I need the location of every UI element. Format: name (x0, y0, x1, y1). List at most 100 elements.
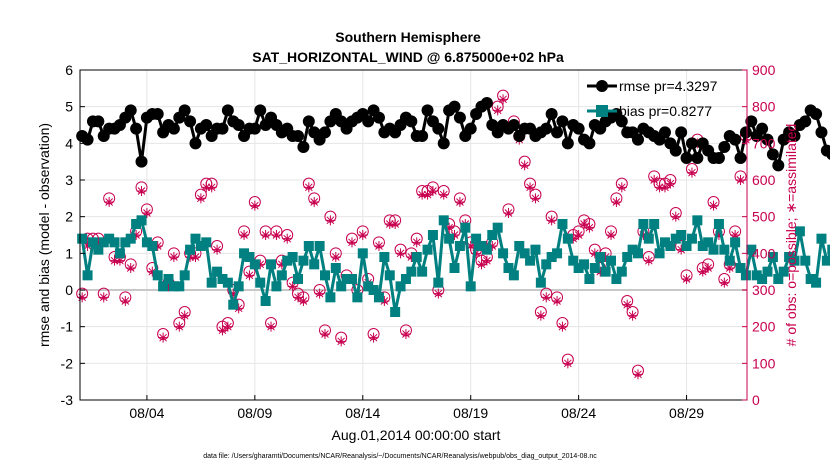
bias-point (363, 281, 374, 292)
obs-assimilated-point (503, 208, 514, 218)
data-file-footnote: data file: /Users/gharamti/Documents/NCA… (203, 453, 597, 460)
rmse-point (675, 126, 688, 139)
bias-point (622, 252, 633, 262)
legend-bias-label: bias pr=0.8277 (619, 103, 712, 119)
obs-assimilated-point (697, 266, 708, 277)
bias-point (784, 252, 795, 262)
obs-assimilated-point (104, 197, 115, 207)
bias-point (379, 252, 390, 262)
obs-assimilated-point (158, 332, 169, 343)
rmse-point (437, 137, 450, 150)
obs-assimilated-point (498, 94, 509, 105)
obs-assimilated-point (314, 288, 325, 299)
bias-point (77, 233, 88, 244)
bias-point (616, 266, 627, 277)
bias-point (805, 274, 816, 284)
obs-assimilated-point (125, 263, 136, 273)
obs-assimilated-point (82, 241, 93, 251)
bias-point (800, 255, 811, 266)
bias-point (136, 215, 147, 226)
bias-point (568, 255, 579, 266)
rmse-point (691, 152, 704, 164)
rmse-point (178, 104, 191, 117)
obs-assimilated-point (206, 182, 217, 193)
bias-point (606, 255, 617, 266)
obs-assimilated-point (573, 230, 584, 240)
obs-assimilated-point (659, 182, 670, 193)
bias-point (546, 252, 557, 262)
bias-point (287, 252, 298, 262)
obs-assimilated-point (357, 230, 368, 240)
rmse-point (669, 144, 682, 157)
bias-point (233, 281, 244, 292)
obs-assimilated-point (454, 197, 465, 207)
rmse-point (135, 155, 148, 168)
obs-assimilated-point (400, 329, 411, 339)
rmse-point (453, 111, 466, 124)
x-axis-label: Aug.01,2014 00:00:00 start (332, 427, 501, 443)
x-tick-label: 08/29 (669, 405, 704, 421)
rmse-point (631, 133, 644, 146)
bias-point (584, 274, 595, 284)
obs-assimilated-point (266, 321, 277, 332)
y-tick-label: 2 (65, 209, 73, 225)
obs-assimilated-point (411, 237, 422, 248)
bias-point (373, 292, 384, 303)
rmse-point (556, 115, 569, 128)
rmse-point (432, 122, 445, 135)
bias-point (811, 277, 822, 288)
bias-point (719, 244, 730, 255)
bias-point (589, 263, 600, 273)
bias-point (778, 266, 789, 277)
rmse-point (254, 104, 267, 117)
bias-point (249, 259, 260, 270)
bias-point (762, 266, 773, 277)
bias-point (703, 237, 714, 248)
bias-point (217, 274, 228, 284)
bias-point (406, 266, 417, 277)
bias-point (390, 307, 401, 317)
obs-assimilated-point (190, 252, 201, 262)
bias-point (535, 277, 546, 288)
rmse-point (151, 108, 164, 120)
bias-point (319, 270, 330, 281)
chart-title: Southern Hemisphere (335, 29, 481, 45)
obs-assimilated-point (632, 369, 643, 380)
obs-assimilated-point (212, 244, 223, 255)
rmse-point (572, 122, 585, 135)
obs-assimilated-point (141, 208, 152, 218)
obs-assimilated-point (433, 288, 444, 299)
obs-assimilated-point (600, 252, 611, 262)
y-tick-label: 4 (65, 135, 73, 151)
bias-point (346, 274, 357, 284)
rmse-point (788, 130, 801, 142)
bias-point (352, 292, 363, 303)
bias-point (158, 281, 169, 292)
y-tick-label: -1 (61, 319, 74, 335)
bias-point (751, 270, 762, 281)
bias-point (87, 237, 98, 248)
obs-assimilated-point (152, 241, 163, 251)
bias-point (638, 219, 649, 229)
obs-assimilated-point (713, 230, 724, 240)
bias-point (562, 233, 573, 244)
bias-point (773, 274, 784, 284)
bias-point (681, 241, 692, 251)
bias-point (152, 270, 163, 281)
bias-point (713, 219, 724, 229)
obs-assimilated-point (546, 215, 557, 226)
bias-point (735, 263, 746, 273)
rmse-series (76, 97, 830, 172)
obs-assimilated-point (390, 219, 401, 229)
bias-point (293, 274, 304, 284)
bias-point (600, 266, 611, 277)
obs-assimilated-point (427, 186, 438, 196)
obs-assimilated-point (330, 252, 341, 262)
bias-point (368, 285, 379, 295)
obs-assimilated-point (606, 230, 617, 240)
bias-point (141, 237, 152, 248)
bias-point (492, 222, 503, 233)
obs-assimilated-point (730, 230, 741, 240)
bias-point (541, 259, 552, 270)
obs-assimilated-point (147, 266, 158, 277)
